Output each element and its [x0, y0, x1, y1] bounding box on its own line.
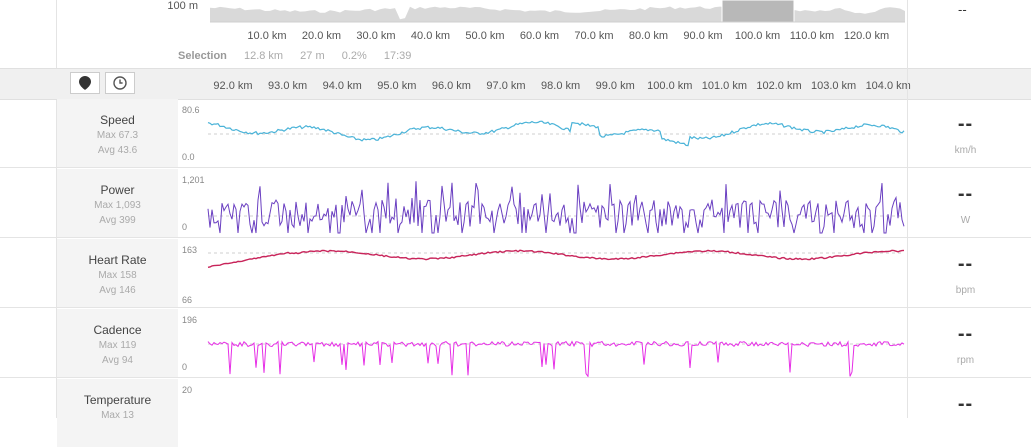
temperature-current-value: -- — [957, 393, 974, 415]
zoom-km-tick: 102.0 km — [756, 80, 802, 92]
heart-rate-row: Heart Rate Max 158 Avg 146 163 66 -- bpm — [0, 239, 1031, 308]
speed-ymax: 80.6 — [182, 105, 200, 115]
selection-time: 17:39 — [383, 50, 412, 62]
right-divider — [907, 0, 908, 418]
cadence-row: Cadence Max 119 Avg 94 196 0 -- rpm — [0, 309, 1031, 378]
zoom-km-tick: 92.0 km — [213, 80, 253, 92]
temperature-title: Temperature — [83, 393, 152, 407]
heart-rate-ymax: 163 — [182, 245, 198, 255]
power-chart[interactable] — [0, 169, 1031, 237]
power-max: Max 1,093 — [94, 200, 141, 211]
power-current-value: -- — [957, 183, 974, 205]
zoom-km-tick: 104.0 km — [865, 80, 911, 92]
heart-rate-max: Max 158 — [98, 270, 137, 281]
cadence-max: Max 119 — [98, 340, 137, 351]
power-title: Power — [100, 183, 135, 197]
temperature-ymax: 20 — [182, 385, 193, 395]
cadence-title: Cadence — [93, 323, 142, 337]
time-mode-button[interactable] — [105, 72, 135, 94]
zoom-km-tick: 97.0 km — [486, 80, 526, 92]
heart-rate-chart[interactable] — [0, 239, 1031, 307]
power-avg: Avg 399 — [99, 215, 136, 226]
cadence-series-line — [207, 340, 905, 377]
speed-row: Speed Max 67.3 Avg 43.6 80.6 0.0 -- km/h — [0, 99, 1031, 168]
heart-rate-label-panel: Heart Rate Max 158 Avg 146 — [57, 239, 178, 307]
overview-km-tick: 50.0 km — [465, 30, 505, 42]
zoom-km-tick: 100.0 km — [647, 80, 693, 92]
temperature-max: Max 13 — [101, 410, 134, 421]
speed-current-value: -- — [957, 113, 974, 135]
elevation-profile[interactable] — [0, 0, 1031, 68]
zoom-km-tick: 95.0 km — [377, 80, 417, 92]
left-border — [56, 0, 57, 418]
overview-value: -- — [958, 2, 967, 17]
speed-series-line — [207, 120, 905, 147]
speed-ymin: 0.0 — [182, 152, 195, 162]
selection-stats: Selection 12.8 km 27 m 0.2% 17:39 — [178, 50, 425, 62]
cadence-ymin: 0 — [182, 362, 188, 372]
heart-rate-avg: Avg 146 — [99, 285, 136, 296]
power-label-panel: Power Max 1,093 Avg 399 — [57, 169, 178, 237]
elevation-overview[interactable]: 100 m 10.0 km 20.0 km 30.0 km 40.0 km 50.0 k… — [0, 0, 1031, 68]
heart-rate-series-line — [207, 249, 905, 268]
overview-km-tick: 100.0 km — [734, 30, 781, 42]
cadence-label-panel: Cadence Max 119 Avg 94 — [57, 309, 178, 377]
distance-mode-button[interactable] — [70, 72, 100, 94]
overview-km-tick: 20.0 km — [301, 30, 342, 42]
zoom-km-tick: 99.0 km — [595, 80, 635, 92]
zoom-km-tick: 96.0 km — [431, 80, 471, 92]
power-ymin: 0 — [182, 222, 188, 232]
heart-rate-unit: bpm — [955, 285, 976, 296]
speed-unit: km/h — [954, 145, 977, 156]
overview-km-tick: 110.0 km — [789, 30, 835, 42]
overview-km-tick: 10.0 km — [247, 30, 287, 42]
speed-label-panel: Speed Max 67.3 Avg 43.6 — [57, 99, 178, 167]
power-ymax: 1,201 — [182, 175, 205, 185]
overview-km-tick: 70.0 km — [574, 30, 614, 42]
power-series-line — [207, 181, 905, 234]
zoom-km-tick: 98.0 km — [541, 80, 581, 92]
speed-avg: Avg 43.6 — [97, 145, 138, 156]
chart-toolbar: 92.0 km 93.0 km 94.0 km 95.0 km 96.0 km 97.0 … — [0, 68, 1031, 100]
overview-km-tick: 80.0 km — [628, 30, 669, 42]
overview-km-tick: 30.0 km — [356, 30, 396, 42]
selection-grade: 0.2% — [341, 50, 367, 62]
speed-max: Max 67.3 — [96, 130, 139, 141]
speed-chart[interactable] — [0, 99, 1031, 167]
cadence-current-value: -- — [957, 323, 974, 345]
heart-rate-ymin: 66 — [182, 295, 193, 305]
heart-rate-current-value: -- — [957, 253, 974, 275]
zoom-km-tick: 93.0 km — [268, 80, 308, 92]
selection-window[interactable] — [721, 0, 795, 23]
zoom-km-tick: 94.0 km — [322, 80, 362, 92]
speed-title: Speed — [100, 113, 135, 127]
elevation-axis-label: 100 m — [167, 0, 198, 12]
overview-km-tick: 120.0 km — [843, 30, 890, 42]
selection-label: Selection — [178, 50, 227, 62]
map-pin-icon — [79, 76, 91, 90]
heart-rate-title: Heart Rate — [88, 253, 147, 267]
selection-distance: 12.8 km — [243, 50, 284, 62]
zoom-km-tick: 103.0 km — [810, 80, 857, 92]
power-row: Power Max 1,093 Avg 399 1,201 0 -- W — [0, 169, 1031, 238]
clock-icon — [113, 76, 127, 90]
zoom-km-tick: 101.0 km — [701, 80, 748, 92]
overview-km-tick: 60.0 km — [519, 30, 560, 42]
cadence-chart[interactable] — [0, 309, 1031, 377]
overview-km-tick: 40.0 km — [410, 30, 451, 42]
overview-km-tick: 90.0 km — [683, 30, 723, 42]
selection-elevation: 27 m — [300, 50, 325, 62]
cadence-avg: Avg 94 — [102, 355, 133, 366]
temperature-row: Temperature Max 13 20 -- — [0, 379, 1031, 447]
cadence-ymax: 196 — [182, 315, 198, 325]
cadence-unit: rpm — [956, 355, 975, 366]
temperature-label-panel: Temperature Max 13 — [57, 379, 178, 447]
power-unit: W — [960, 215, 971, 226]
